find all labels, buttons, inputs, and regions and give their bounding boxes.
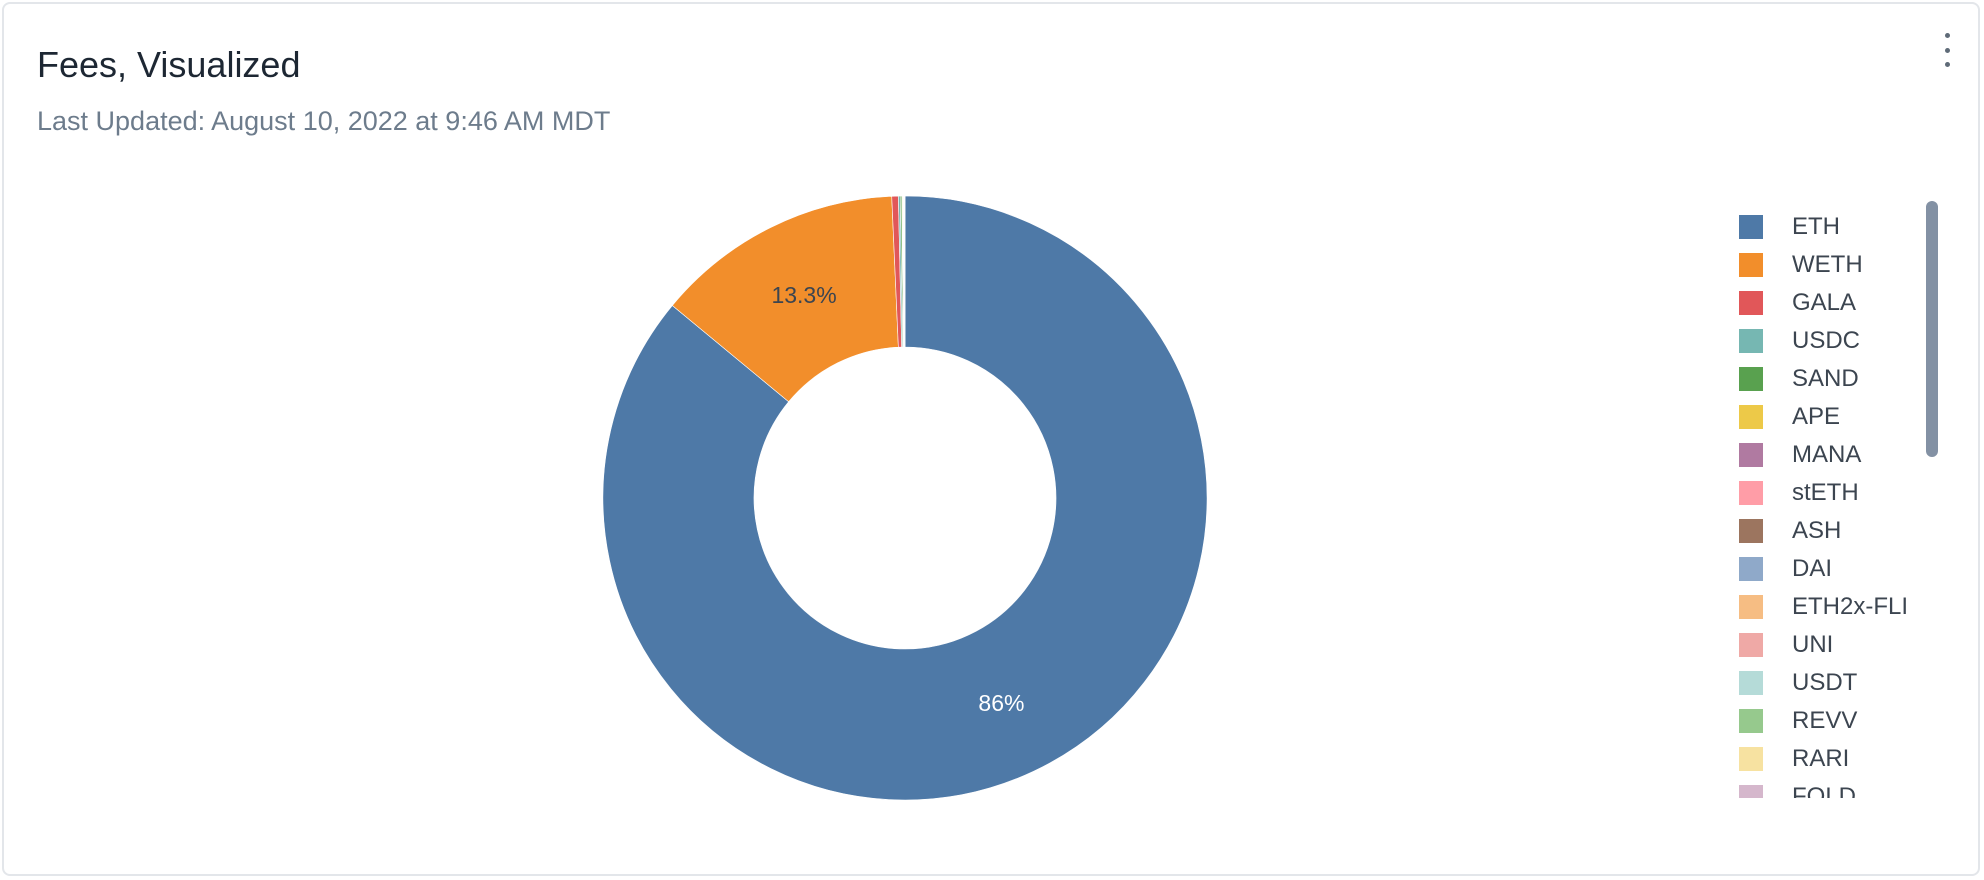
legend-label: RARI (1792, 745, 1849, 773)
legend-swatch (1739, 709, 1763, 733)
legend-label: REVV (1792, 707, 1857, 735)
legend-item-weth[interactable]: WETH (1734, 246, 1924, 284)
legend-scrollbar[interactable] (1926, 201, 1938, 457)
legend-item-steth[interactable]: stETH (1734, 474, 1924, 512)
legend-item-dai[interactable]: DAI (1734, 550, 1924, 588)
legend-label: UNI (1792, 631, 1833, 659)
legend-label: ETH2x-FLI (1792, 593, 1908, 621)
legend-swatch (1739, 519, 1763, 543)
legend-label: ETH (1792, 213, 1840, 241)
legend-item-rari[interactable]: RARI (1734, 740, 1924, 778)
legend-item-sand[interactable]: SAND (1734, 360, 1924, 398)
legend-item-ash[interactable]: ASH (1734, 512, 1924, 550)
legend-label: WETH (1792, 251, 1863, 279)
legend-swatch (1739, 557, 1763, 581)
legend-swatch (1739, 671, 1763, 695)
legend-item-gala[interactable]: GALA (1734, 284, 1924, 322)
legend-label: stETH (1792, 479, 1859, 507)
legend-item-uni[interactable]: UNI (1734, 626, 1924, 664)
legend-label: USDT (1792, 669, 1857, 697)
legend-label: USDC (1792, 327, 1860, 355)
legend-item-eth2x-fli[interactable]: ETH2x-FLI (1734, 588, 1924, 626)
legend-item-usdt[interactable]: USDT (1734, 664, 1924, 702)
legend-label: MANA (1792, 441, 1861, 469)
legend-item-ape[interactable]: APE (1734, 398, 1924, 436)
data-label-weth: 13.3% (771, 282, 836, 308)
legend-label: FOLD (1792, 783, 1856, 798)
legend-swatch (1739, 785, 1763, 798)
legend-swatch (1739, 215, 1763, 239)
legend-label: DAI (1792, 555, 1832, 583)
legend-swatch (1739, 747, 1763, 771)
legend-swatch (1739, 367, 1763, 391)
legend-swatch (1739, 633, 1763, 657)
legend-item-mana[interactable]: MANA (1734, 436, 1924, 474)
legend-swatch (1739, 291, 1763, 315)
legend-label: APE (1792, 403, 1840, 431)
legend-item-fold[interactable]: FOLD (1734, 778, 1924, 798)
legend-label: GALA (1792, 289, 1856, 317)
legend-swatch (1739, 253, 1763, 277)
legend-item-usdc[interactable]: USDC (1734, 322, 1924, 360)
legend-swatch (1739, 405, 1763, 429)
chart-legend: ETH WETH GALA USDC SAND APE MANA stETH ASH DAI ETH… (1734, 208, 1924, 798)
data-label-eth: 86% (978, 690, 1024, 716)
legend-item-revv[interactable]: REVV (1734, 702, 1924, 740)
legend-item-eth[interactable]: ETH (1734, 208, 1924, 246)
legend-swatch (1739, 443, 1763, 467)
legend-label: SAND (1792, 365, 1859, 393)
legend-swatch (1739, 595, 1763, 619)
legend-label: ASH (1792, 517, 1841, 545)
legend-swatch (1739, 329, 1763, 353)
legend-swatch (1739, 481, 1763, 505)
